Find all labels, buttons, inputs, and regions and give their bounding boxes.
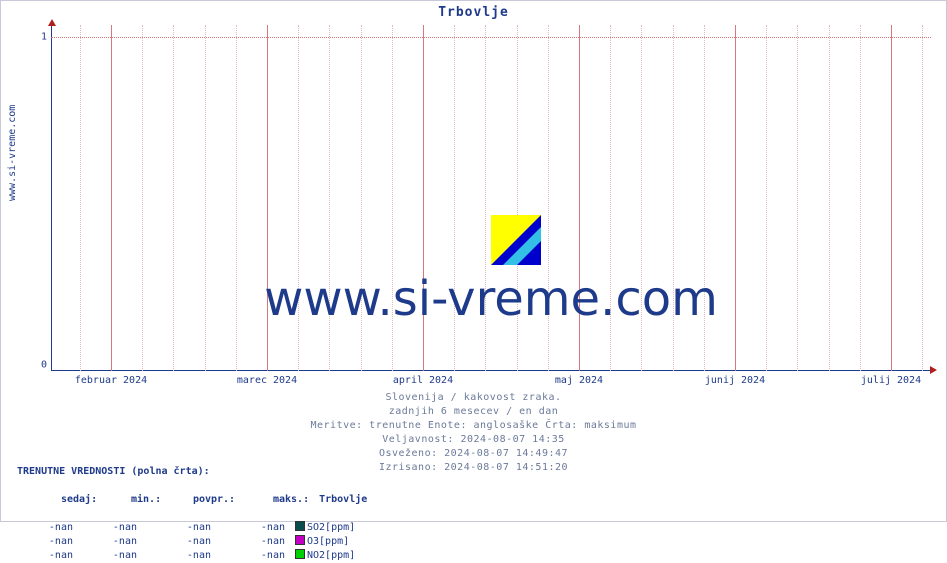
- series-label: O3[ppm]: [307, 536, 349, 547]
- col-max-hdr: maks.:: [235, 493, 309, 507]
- watermark-logo: [491, 215, 541, 265]
- meta-line-5: Osveženo: 2024-08-07 14:49:47: [1, 447, 946, 461]
- x-axis-arrow: [930, 366, 937, 374]
- hgrid-1: [51, 37, 931, 38]
- series-cell: NO2[ppm]: [285, 549, 365, 563]
- legend-column-headers: sedaj:min.:povpr.:maks.:Trbovlje: [17, 479, 389, 521]
- col-min-hdr: min.:: [97, 493, 161, 507]
- x-tick-label: april 2024: [393, 375, 453, 386]
- series-swatch: [295, 549, 305, 559]
- val-max: -nan: [211, 535, 285, 549]
- meta-line-3: Meritve: trenutne Enote: anglosaške Črta…: [1, 419, 946, 433]
- legend-header: TRENUTNE VREDNOSTI (polna črta):: [17, 465, 389, 479]
- x-tick-label: maj 2024: [555, 375, 603, 386]
- meta-line-4: Veljavnost: 2024-08-07 14:35: [1, 433, 946, 447]
- x-tick-label: februar 2024: [75, 375, 147, 386]
- val-max: -nan: [211, 521, 285, 535]
- legend-row: -nan-nan-nan-nanNO2[ppm]: [17, 549, 389, 563]
- val-now: -nan: [17, 521, 73, 535]
- y-axis-arrow: [48, 19, 56, 26]
- legend-row: -nan-nan-nan-nanO3[ppm]: [17, 535, 389, 549]
- series-cell: O3[ppm]: [285, 535, 365, 549]
- legend-block: TRENUTNE VREDNOSTI (polna črta): sedaj:m…: [17, 465, 389, 563]
- y-side-label: www.si-vreme.com: [7, 105, 18, 201]
- val-avg: -nan: [137, 535, 211, 549]
- val-min: -nan: [73, 535, 137, 549]
- col-loc-hdr: Trbovlje: [309, 493, 389, 507]
- series-cell: SO2[ppm]: [285, 521, 365, 535]
- series-swatch: [295, 521, 305, 531]
- chart-area: 0 1 februar 2024marec 2024april 2024maj …: [51, 25, 931, 371]
- val-avg: -nan: [137, 521, 211, 535]
- val-min: -nan: [73, 521, 137, 535]
- y-tick-1: 1: [41, 32, 47, 43]
- val-avg: -nan: [137, 549, 211, 563]
- col-avg-hdr: povpr.:: [161, 493, 235, 507]
- meta-line-2: zadnjih 6 mesecev / en dan: [1, 405, 946, 419]
- x-tick-label: marec 2024: [237, 375, 297, 386]
- x-tick-label: julij 2024: [861, 375, 921, 386]
- x-tick-label: junij 2024: [705, 375, 765, 386]
- series-swatch: [295, 535, 305, 545]
- chart-title: Trbovlje: [1, 5, 946, 20]
- val-min: -nan: [73, 549, 137, 563]
- watermark-text: www.si-vreme.com: [51, 271, 931, 327]
- val-now: -nan: [17, 535, 73, 549]
- val-max: -nan: [211, 549, 285, 563]
- series-label: SO2[ppm]: [307, 522, 355, 533]
- col-now-hdr: sedaj:: [41, 493, 97, 507]
- x-axis: [51, 370, 931, 371]
- meta-block: Slovenija / kakovost zraka. zadnjih 6 me…: [1, 391, 946, 475]
- val-now: -nan: [17, 549, 73, 563]
- legend-row: -nan-nan-nan-nanSO2[ppm]: [17, 521, 389, 535]
- meta-line-1: Slovenija / kakovost zraka.: [1, 391, 946, 405]
- y-tick-0: 0: [41, 360, 47, 371]
- series-label: NO2[ppm]: [307, 550, 355, 561]
